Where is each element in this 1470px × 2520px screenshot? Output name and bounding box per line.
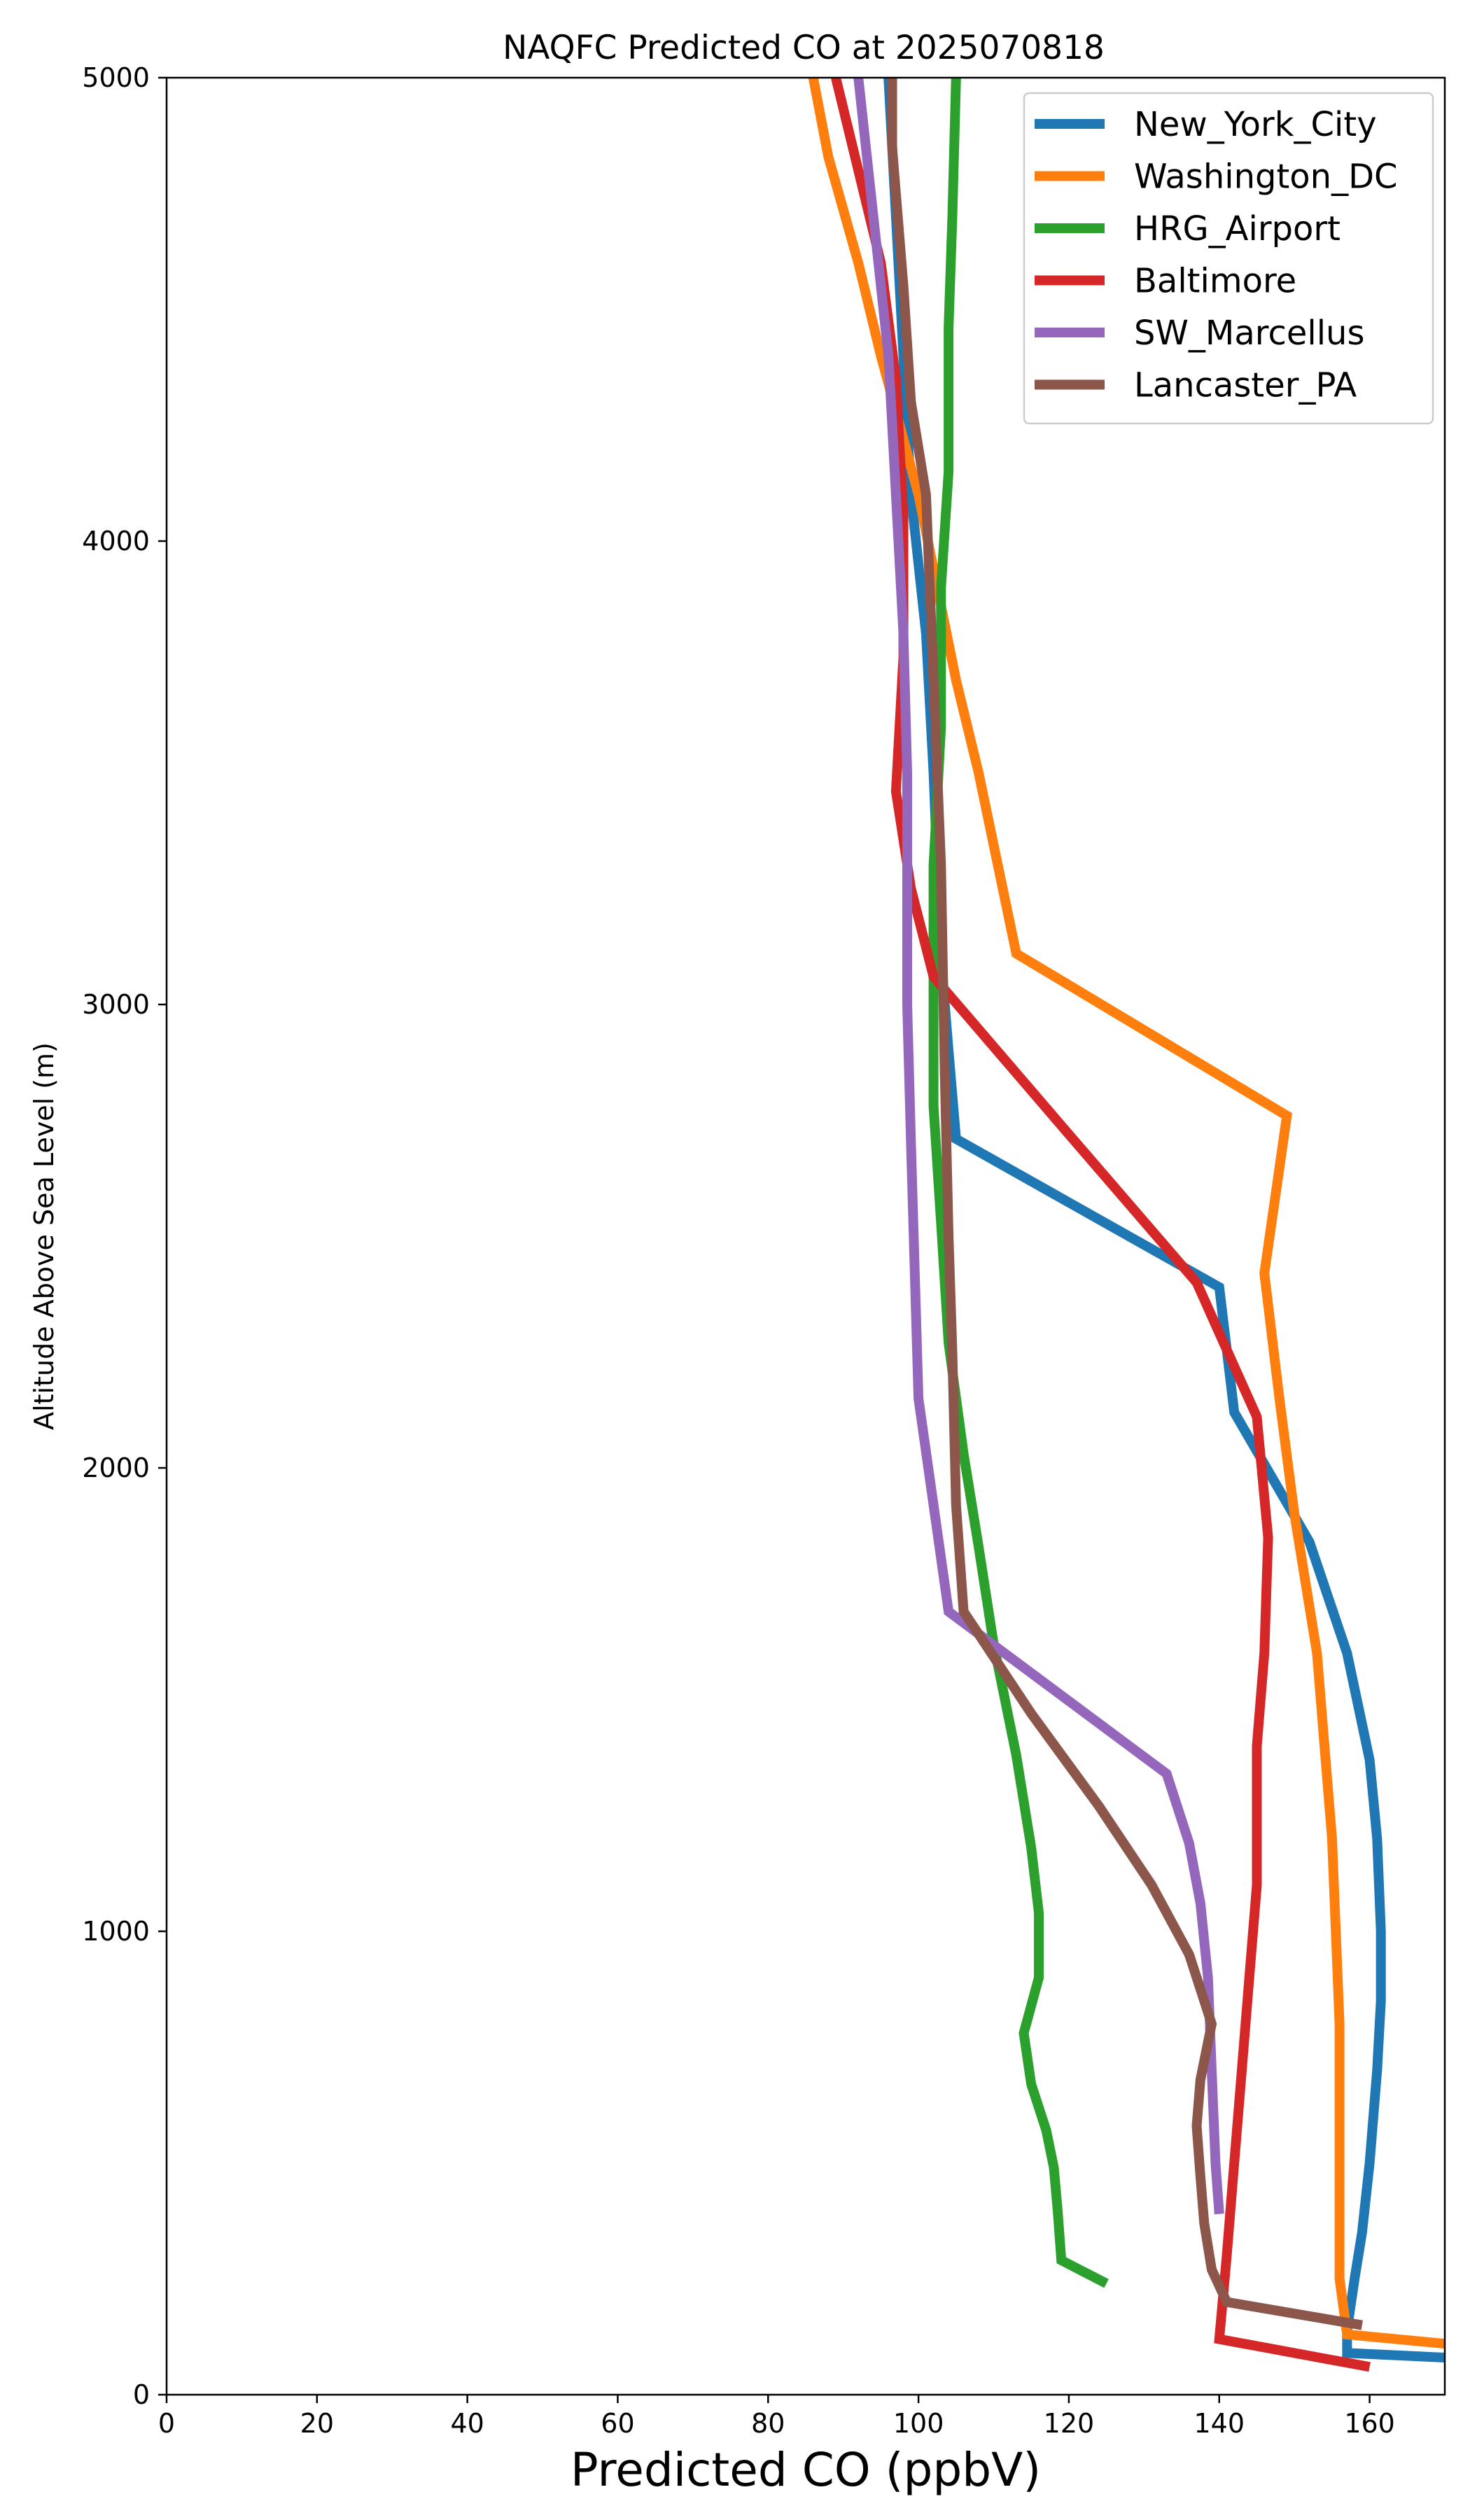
series-line-hrg-airport [928,78,1109,2288]
x-tick-label: 20 [300,2408,334,2439]
x-tick-label: 100 [893,2408,944,2439]
legend-label: Baltimore [1134,262,1296,301]
legend-label: Washington_DC [1134,158,1398,197]
legend: New_York_City Washington_DC HRG_Airport Bal… [1023,92,1434,425]
y-tick-label: 3000 [82,989,150,1020]
x-tick-label: 0 [158,2408,175,2439]
legend-label: HRG_Airport [1134,209,1340,248]
legend-label: Lancaster_PA [1134,366,1357,405]
y-tick-label: 4000 [82,526,150,556]
axes-frame [165,76,1446,2396]
x-tick-label: 60 [601,2408,634,2439]
legend-label: New_York_City [1134,105,1377,144]
x-axis-label: Predicted CO (ppbV) [570,2443,1041,2497]
legend-label: SW_Marcellus [1134,314,1364,353]
chart-title: NAQFC Predicted CO at 2025070818 [503,29,1105,67]
legend-box [1023,92,1434,425]
y-axis: 0 1000 2000 3000 4000 5000 [82,62,167,2410]
x-tick-label: 140 [1194,2408,1245,2439]
x-axis: 0 20 40 60 80 100 120 140 160 [158,2395,1395,2439]
y-axis-label: Altitude Above Sea Level (m) [29,1042,59,1430]
x-tick-label: 120 [1044,2408,1095,2439]
y-tick-label: 2000 [82,1452,150,1483]
series-line-baltimore [831,78,1371,2372]
x-tick-label: 160 [1344,2408,1395,2439]
series-layer [808,78,1445,2372]
series-line-lancaster-pa [887,78,1363,2330]
axes-background [167,78,1445,2395]
y-tick-label: 0 [133,2379,150,2410]
y-tick-label: 5000 [82,62,150,93]
y-tick-label: 1000 [82,1916,150,1947]
x-tick-label: 80 [751,2408,785,2439]
x-tick-label: 40 [450,2408,484,2439]
series-line-new-york-city [883,78,1445,2362]
plot-area [165,76,1446,2396]
